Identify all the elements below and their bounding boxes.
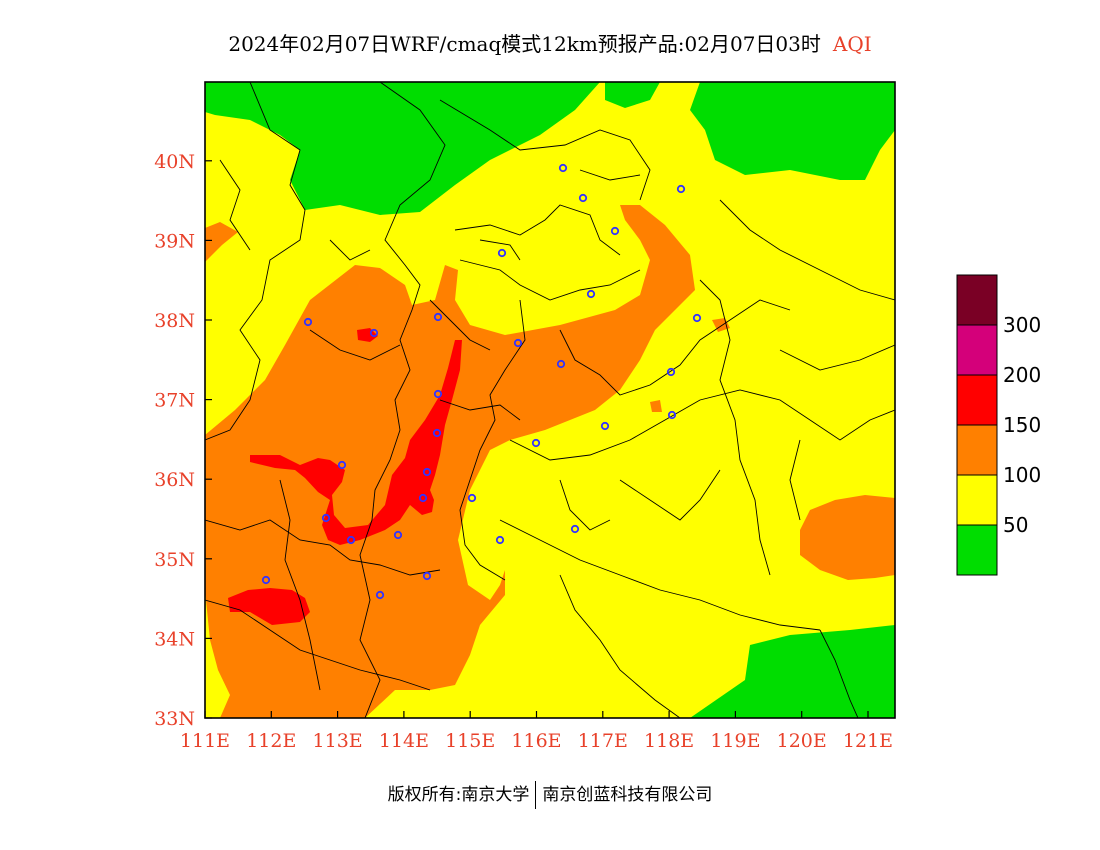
sensitive-area-main bbox=[205, 205, 695, 718]
x-tick-label: 111E bbox=[180, 730, 230, 752]
y-tick-label: 39N bbox=[154, 230, 195, 252]
legend-swatch bbox=[956, 324, 998, 376]
y-tick-label: 35N bbox=[154, 549, 195, 571]
station-marker bbox=[495, 535, 505, 545]
unhealthy-area-small bbox=[357, 328, 378, 342]
station-marker bbox=[337, 460, 347, 470]
title-aqi: AQI bbox=[832, 32, 872, 56]
good-area-north-small bbox=[605, 82, 660, 108]
footer-credits: 版权所有:南京大学 南京创蓝科技有限公司 bbox=[0, 780, 1100, 809]
legend-label: 300 bbox=[1003, 313, 1041, 337]
footer-left: 版权所有:南京大学 bbox=[387, 785, 530, 805]
monitoring-stations bbox=[261, 163, 702, 600]
aqi-field bbox=[205, 82, 895, 718]
station-marker bbox=[433, 312, 443, 322]
station-marker bbox=[531, 438, 541, 448]
x-tick-label: 120E bbox=[777, 730, 827, 752]
legend-label: 150 bbox=[1003, 413, 1041, 437]
map-title: 2024年02月07日WRF/cmaq模式12km预报产品:02月07日03时 A… bbox=[0, 28, 1100, 57]
legend-label: 50 bbox=[1003, 513, 1028, 537]
y-tick-label: 38N bbox=[154, 310, 195, 332]
station-marker bbox=[578, 193, 588, 203]
legend-swatch bbox=[956, 524, 998, 576]
station-marker bbox=[692, 313, 702, 323]
y-tick-label: 36N bbox=[154, 469, 195, 491]
y-tick-label: 37N bbox=[154, 390, 195, 412]
x-tick-label: 116E bbox=[511, 730, 561, 752]
footer-right: 南京创蓝科技有限公司 bbox=[542, 785, 713, 805]
station-marker bbox=[570, 524, 580, 534]
x-tick-label: 119E bbox=[710, 730, 760, 752]
station-marker bbox=[418, 493, 428, 503]
x-tick-label: 114E bbox=[379, 730, 429, 752]
station-marker bbox=[556, 359, 566, 369]
station-marker bbox=[375, 590, 385, 600]
station-marker bbox=[321, 513, 331, 523]
station-marker bbox=[369, 328, 379, 338]
station-marker bbox=[676, 184, 686, 194]
unhealthy-area-central bbox=[250, 340, 462, 545]
x-tick-label: 121E bbox=[843, 730, 893, 752]
x-axis-ticks: 111E 112E 113E 114E 115E 116E 117E 118E 119E 120E… bbox=[180, 711, 893, 752]
admin-boundaries bbox=[205, 82, 895, 718]
station-marker bbox=[432, 428, 442, 438]
station-marker bbox=[467, 493, 477, 503]
footer-separator bbox=[535, 781, 537, 809]
station-marker bbox=[610, 226, 620, 236]
station-marker bbox=[393, 530, 403, 540]
station-marker bbox=[586, 289, 596, 299]
good-area-northeast bbox=[690, 82, 895, 180]
station-marker bbox=[422, 467, 432, 477]
legend-label: 100 bbox=[1003, 463, 1041, 487]
legend-swatch bbox=[956, 274, 998, 326]
station-marker bbox=[346, 535, 356, 545]
station-marker bbox=[261, 575, 271, 585]
good-area-northwest bbox=[205, 82, 600, 215]
legend-label: 200 bbox=[1003, 363, 1041, 387]
x-tick-label: 112E bbox=[246, 730, 296, 752]
x-tick-label: 113E bbox=[313, 730, 363, 752]
station-marker bbox=[666, 367, 676, 377]
title-main: 2024年02月07日WRF/cmaq模式12km预报产品:02月07日03时 bbox=[228, 32, 821, 56]
station-marker bbox=[513, 338, 523, 348]
station-marker bbox=[497, 248, 507, 258]
y-axis-ticks: 33N 34N 35N 36N 37N 38N 39N 40N bbox=[154, 151, 212, 730]
aqi-legend: 50 100 150 200 300 bbox=[956, 274, 1041, 576]
y-tick-label: 33N bbox=[154, 708, 195, 730]
station-marker bbox=[600, 421, 610, 431]
x-tick-label: 118E bbox=[644, 730, 694, 752]
sensitive-area-east bbox=[800, 495, 895, 580]
unhealthy-area-southwest bbox=[228, 588, 310, 625]
y-tick-label: 34N bbox=[154, 628, 195, 650]
sensitive-area-small-2 bbox=[650, 400, 662, 412]
station-marker bbox=[303, 317, 313, 327]
sensitive-area-west-edge bbox=[205, 222, 238, 262]
legend-swatch bbox=[956, 374, 998, 426]
station-marker bbox=[558, 163, 568, 173]
x-tick-label: 115E bbox=[445, 730, 495, 752]
y-tick-label: 40N bbox=[154, 151, 195, 173]
station-marker bbox=[433, 389, 443, 399]
good-area-southeast bbox=[690, 625, 895, 718]
station-marker bbox=[667, 410, 677, 420]
station-marker bbox=[422, 571, 432, 581]
legend-swatch bbox=[956, 424, 998, 476]
x-tick-label: 117E bbox=[578, 730, 628, 752]
legend-swatch bbox=[956, 474, 998, 526]
